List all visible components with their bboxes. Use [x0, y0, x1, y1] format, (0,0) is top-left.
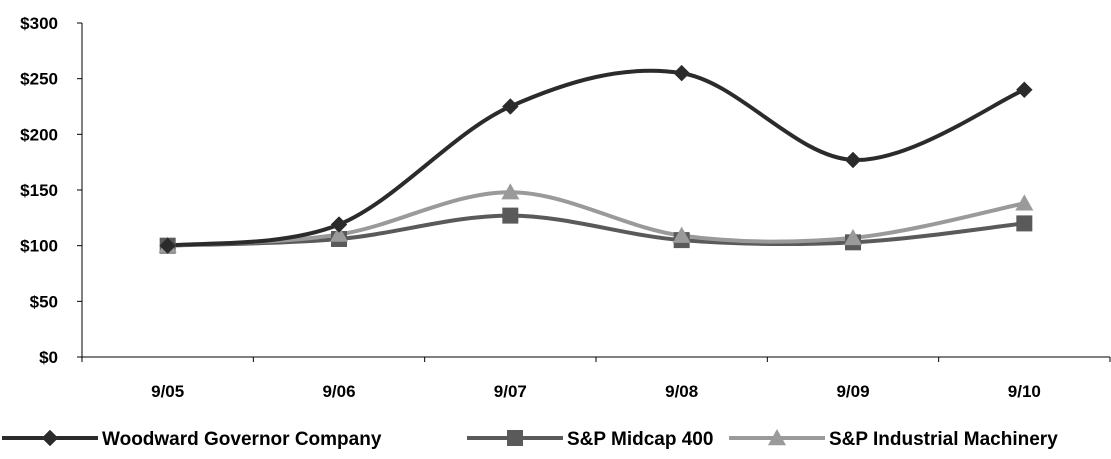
- x-tick-label: 9/07: [494, 382, 527, 401]
- x-tick-label: 9/08: [665, 382, 698, 401]
- y-tick-label: $250: [20, 70, 58, 89]
- data-point-0: [844, 151, 862, 169]
- legend-marker-2: [768, 429, 786, 446]
- series-line-0: [167, 68, 1026, 248]
- data-point-2: [330, 225, 348, 242]
- x-tick-label: 9/06: [322, 382, 355, 401]
- y-tick-label: $200: [20, 125, 58, 144]
- data-point-2: [672, 226, 691, 243]
- y-tick-label: $150: [20, 181, 58, 200]
- legend-marker-0: [41, 429, 59, 447]
- data-point-0: [1015, 81, 1033, 99]
- data-point-0: [501, 98, 519, 115]
- data-point-0: [159, 237, 177, 255]
- data-point-1: [1016, 215, 1033, 232]
- series-line-1: [167, 213, 1025, 248]
- data-point-0: [330, 216, 348, 233]
- data-point-2: [1015, 194, 1034, 211]
- x-tick-label: 9/09: [836, 382, 869, 401]
- legend-label-1: S&P Midcap 400: [567, 429, 713, 450]
- legend-label-2: S&P Industrial Machinery: [829, 429, 1058, 450]
- data-point-2: [844, 228, 862, 246]
- data-point-2: [501, 183, 520, 200]
- y-tick-label: $0: [39, 348, 58, 367]
- data-point-0: [673, 64, 691, 82]
- legend-label-0: Woodward Governor Company: [102, 429, 382, 450]
- x-tick-label: 9/05: [151, 382, 184, 401]
- y-tick-label: $100: [20, 237, 58, 256]
- x-tick-label: 9/10: [1008, 382, 1041, 401]
- legend-marker-1: [507, 430, 523, 446]
- series-line-2: [167, 190, 1025, 248]
- y-tick-label: $300: [20, 14, 58, 33]
- data-point-1: [502, 207, 519, 224]
- y-tick-label: $50: [30, 292, 58, 311]
